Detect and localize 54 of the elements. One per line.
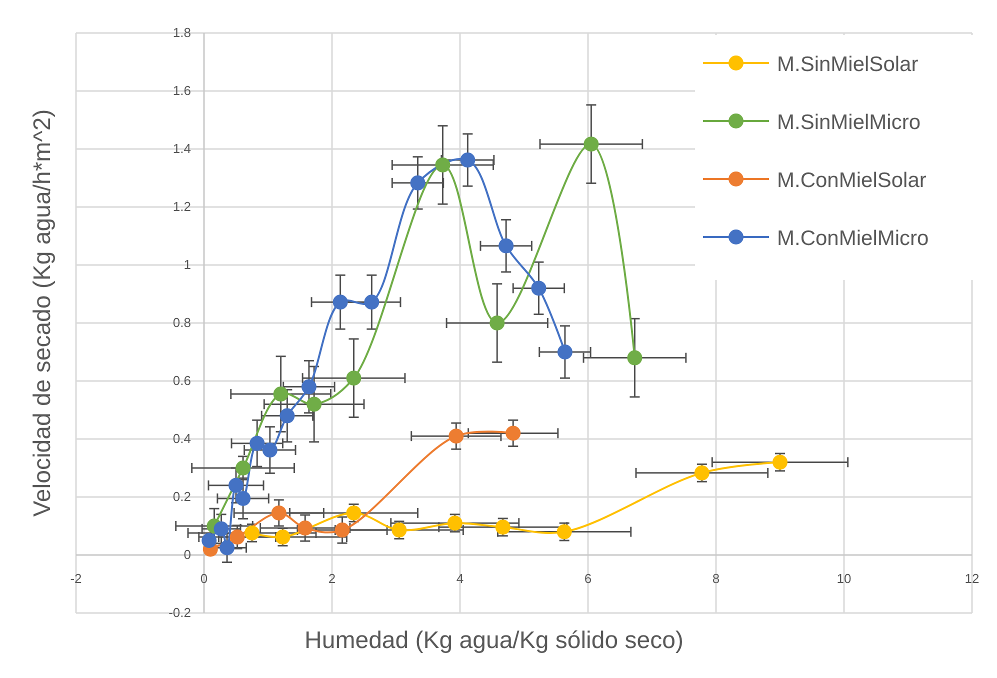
x-tick-label: 2 bbox=[328, 571, 336, 586]
x-tick-label: -2 bbox=[70, 571, 82, 586]
point bbox=[506, 426, 521, 441]
point bbox=[490, 316, 505, 330]
point bbox=[627, 350, 642, 366]
point bbox=[262, 442, 278, 458]
point bbox=[273, 386, 288, 402]
legend-label: M.ConMielMicro bbox=[777, 227, 929, 250]
y-tick-label: 1.8 bbox=[172, 25, 191, 40]
point bbox=[250, 436, 265, 451]
y-tick-label: 0.8 bbox=[172, 315, 191, 330]
y-tick-label: 0.2 bbox=[172, 489, 191, 504]
point bbox=[228, 478, 244, 493]
point bbox=[306, 396, 322, 412]
y-tick-label: 1.2 bbox=[172, 199, 191, 214]
y-tick-label: -0.2 bbox=[168, 605, 191, 620]
point bbox=[531, 280, 546, 296]
legend-label: M.SinMielMicro bbox=[777, 111, 921, 134]
y-tick-label: 0.6 bbox=[172, 373, 191, 388]
point bbox=[271, 505, 286, 520]
y-tick-label: 0 bbox=[184, 547, 191, 562]
x-axis-title: Humedad (Kg agua/Kg sólido seco) bbox=[304, 627, 684, 654]
point bbox=[584, 136, 599, 152]
point bbox=[346, 370, 362, 386]
point bbox=[202, 533, 217, 548]
x-tick-label: 10 bbox=[836, 571, 852, 586]
x-tick-label: 4 bbox=[456, 571, 464, 586]
point bbox=[298, 520, 313, 536]
x-tick-label: 6 bbox=[584, 571, 592, 586]
point bbox=[448, 428, 464, 444]
point bbox=[230, 530, 245, 545]
point bbox=[280, 408, 295, 424]
point bbox=[220, 540, 235, 556]
point bbox=[364, 294, 380, 310]
y-tick-label: 1 bbox=[184, 257, 191, 272]
x-tick-label: 12 bbox=[964, 571, 980, 586]
y-axis-title: Velocidad de secado (Kg agua/h*m^2) bbox=[29, 109, 56, 517]
legend-label: M.SinMielSolar bbox=[777, 53, 918, 76]
point bbox=[214, 521, 229, 536]
point bbox=[498, 238, 514, 254]
point bbox=[557, 344, 572, 360]
point bbox=[236, 460, 251, 476]
y-tick-label: 1.6 bbox=[172, 83, 191, 98]
point bbox=[301, 379, 316, 394]
y-tick-label: 1.4 bbox=[172, 141, 191, 156]
y-tick-label: 0.4 bbox=[172, 431, 191, 446]
point bbox=[410, 175, 426, 190]
point bbox=[460, 152, 476, 168]
point bbox=[435, 157, 450, 172]
point bbox=[332, 294, 348, 310]
x-tick-label: 8 bbox=[712, 571, 720, 586]
x-tick-label: 0 bbox=[200, 571, 208, 586]
point bbox=[236, 490, 251, 506]
legend-label: M.ConMielSolar bbox=[777, 169, 926, 192]
